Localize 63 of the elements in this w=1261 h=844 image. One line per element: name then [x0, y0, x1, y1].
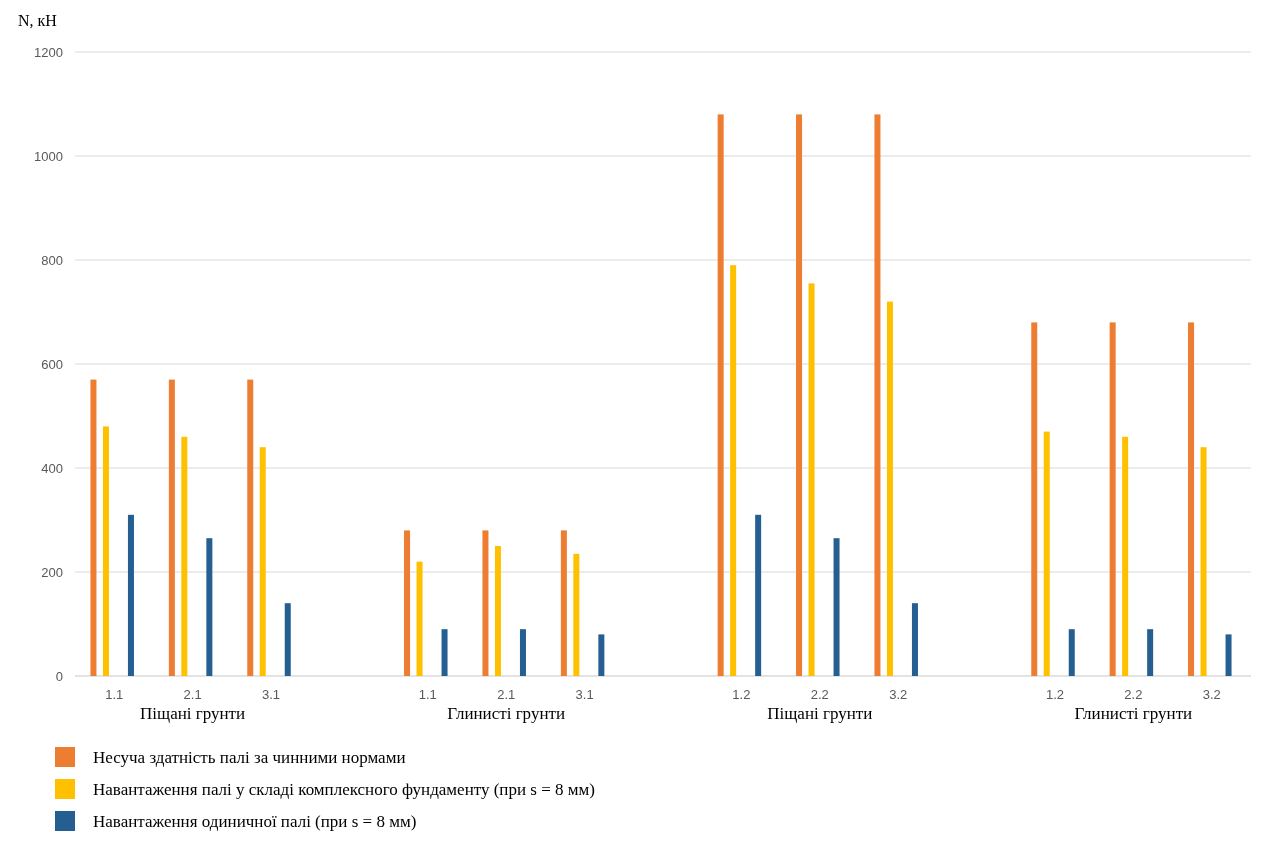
- y-tick-label: 400: [41, 460, 63, 476]
- y-tick-label: 600: [41, 356, 63, 372]
- bar: [808, 283, 815, 676]
- x-tick-label: 2.2: [810, 687, 829, 702]
- bar: [874, 114, 881, 676]
- bar: [168, 379, 175, 676]
- bar: [102, 426, 109, 676]
- bar: [755, 514, 762, 676]
- bar: [1188, 322, 1195, 676]
- bar: [206, 538, 213, 676]
- text: Піщані грунти: [140, 704, 246, 723]
- bar: [886, 301, 893, 676]
- bar: [717, 114, 724, 676]
- bar: [259, 447, 266, 676]
- legend-label: Навантаження одиничної палі (при s = 8 мм): [93, 811, 417, 831]
- bar: [911, 603, 918, 676]
- x-tick-label: 3.2: [889, 687, 908, 702]
- x-tick-label: 3.1: [261, 687, 281, 702]
- bar: [1147, 629, 1154, 676]
- x-tick-label: 1.1: [418, 687, 437, 702]
- x-tick-label: 1.1: [105, 687, 124, 702]
- bar: [833, 538, 840, 676]
- bar: [1225, 634, 1232, 676]
- bar: [560, 530, 567, 676]
- bar: [1109, 322, 1116, 676]
- x-tick-label: 3.1: [575, 687, 594, 702]
- y-tick-label: 200: [41, 564, 63, 580]
- bar: [598, 634, 605, 676]
- bar: [90, 379, 97, 676]
- legend-label: Несуча здатність палі за чинними нормами: [93, 747, 406, 767]
- x-tick-label: 2.2: [1124, 687, 1143, 702]
- x-tick-label: 1.2: [732, 687, 751, 702]
- x-tick-label: 2.1: [183, 687, 202, 702]
- text: Піщані грунти: [767, 704, 873, 723]
- text: Глинисті грунти: [447, 704, 566, 723]
- x-tick-label: 2.1: [497, 687, 516, 702]
- bar: [519, 629, 526, 676]
- bar: [1031, 322, 1038, 676]
- bar: [1200, 447, 1207, 676]
- bar: [284, 603, 291, 676]
- bar: [416, 561, 423, 676]
- bar: [404, 530, 411, 676]
- bar: [247, 379, 254, 676]
- bar: [573, 553, 580, 676]
- legend-label: Навантаження палі у складі комплексного фундаменту (при s = 8 мм): [93, 779, 595, 799]
- x-tick-label: 1.2: [1045, 687, 1065, 702]
- bar: [730, 265, 737, 676]
- bar: [1068, 629, 1075, 676]
- bar: [1122, 436, 1129, 676]
- y-tick-label: 0: [55, 668, 63, 684]
- y-axis-title: N, кН: [18, 12, 58, 29]
- bar: [441, 629, 448, 676]
- bar: [796, 114, 803, 676]
- bar: [1043, 431, 1050, 676]
- y-tick-label: 800: [41, 252, 63, 268]
- y-tick-label: 1000: [34, 148, 63, 164]
- bar: [127, 514, 134, 676]
- bar: [494, 546, 501, 676]
- text: Глинисті грунти: [1074, 704, 1193, 723]
- y-tick-label: 1200: [34, 44, 63, 60]
- bar: [181, 436, 188, 676]
- bar: [482, 530, 489, 676]
- x-tick-label: 3.2: [1202, 687, 1221, 702]
